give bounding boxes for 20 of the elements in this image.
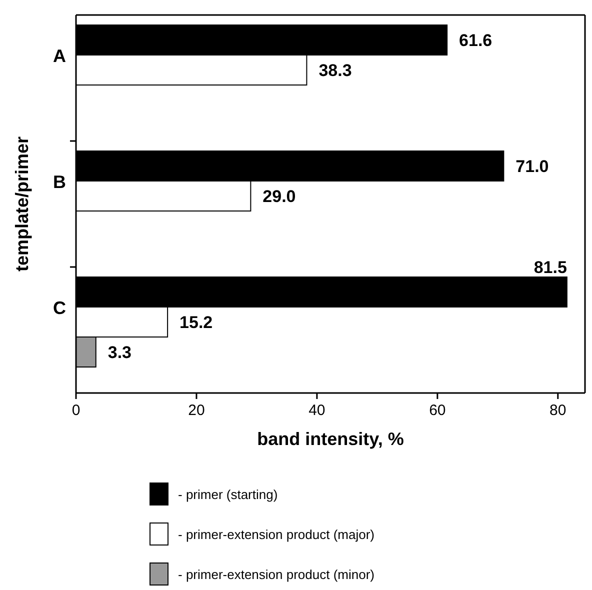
data-label: 3.3 (108, 343, 132, 362)
x-tick-label: 60 (429, 402, 446, 419)
data-label: 81.5 (534, 258, 567, 277)
y-tick-label: B (53, 172, 66, 192)
data-label: 29.0 (262, 187, 296, 206)
data-label: 61.6 (459, 31, 492, 50)
legend-label: - primer-extension product (major) (178, 527, 375, 542)
legend-label: - primer-extension product (minor) (178, 567, 375, 582)
data-label: 15.2 (180, 313, 213, 332)
x-tick-label: 20 (188, 402, 205, 419)
y-tick-label: A (53, 46, 66, 66)
x-axis-title: band intensity, % (257, 429, 404, 449)
legend-label: - primer (starting) (178, 487, 278, 502)
data-label: 71.0 (516, 157, 549, 176)
y-axis-title: template/primer (12, 136, 32, 272)
x-tick-label: 80 (550, 402, 566, 419)
x-tick-label: 0 (72, 402, 80, 419)
x-tick-label: 40 (308, 402, 326, 419)
y-tick-label: C (53, 298, 66, 318)
data-label: 38.3 (318, 61, 352, 80)
